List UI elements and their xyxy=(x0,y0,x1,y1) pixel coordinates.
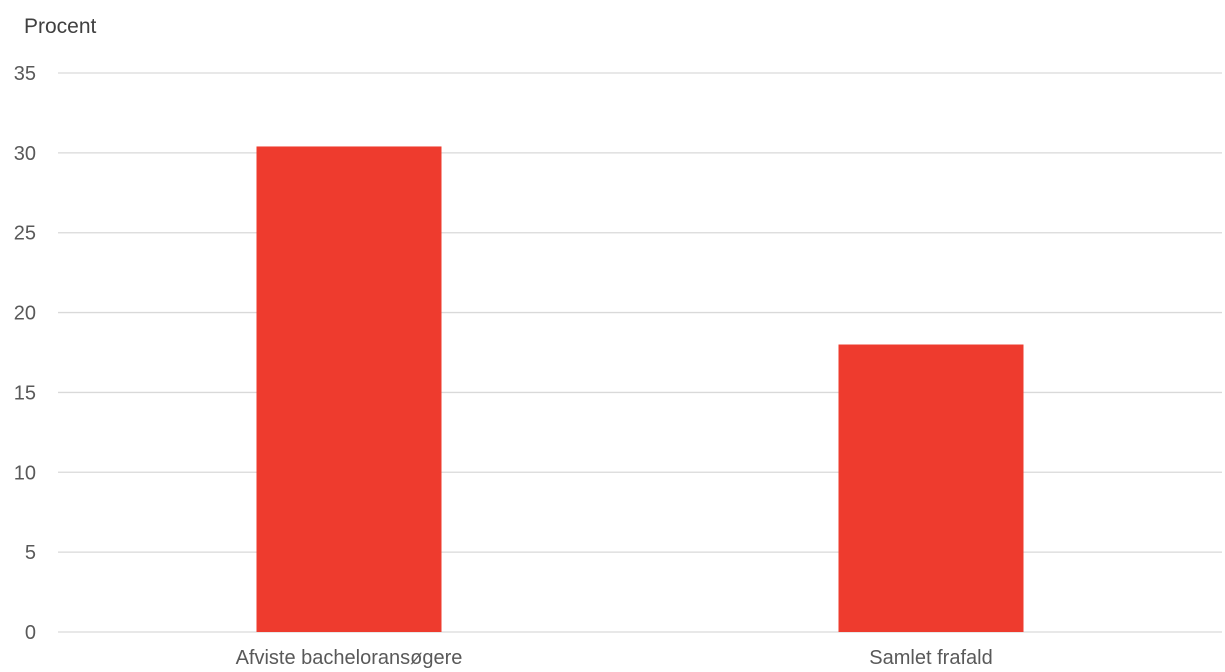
y-tick-label: 25 xyxy=(14,223,36,245)
bars xyxy=(256,146,1024,632)
bar-2 xyxy=(838,344,1024,632)
x-tick-labels: Afviste bacheloransøgere Samlet frafald xyxy=(236,647,993,669)
y-axis-title: Procent xyxy=(24,15,97,38)
gridlines xyxy=(58,72,1222,633)
y-tick-label: 35 xyxy=(14,63,36,85)
y-tick-labels: 0 5 10 15 20 25 30 35 xyxy=(14,63,36,644)
y-tick-label: 15 xyxy=(14,382,36,404)
y-tick-label: 20 xyxy=(14,303,36,325)
y-tick-label: 5 xyxy=(25,542,36,564)
y-tick-label: 30 xyxy=(14,143,36,165)
y-tick-label: 0 xyxy=(25,622,36,644)
bar-1 xyxy=(256,146,442,632)
x-tick-label: Samlet frafald xyxy=(869,647,992,669)
y-tick-label: 10 xyxy=(14,462,36,484)
x-tick-label: Afviste bacheloransøgere xyxy=(236,647,463,669)
